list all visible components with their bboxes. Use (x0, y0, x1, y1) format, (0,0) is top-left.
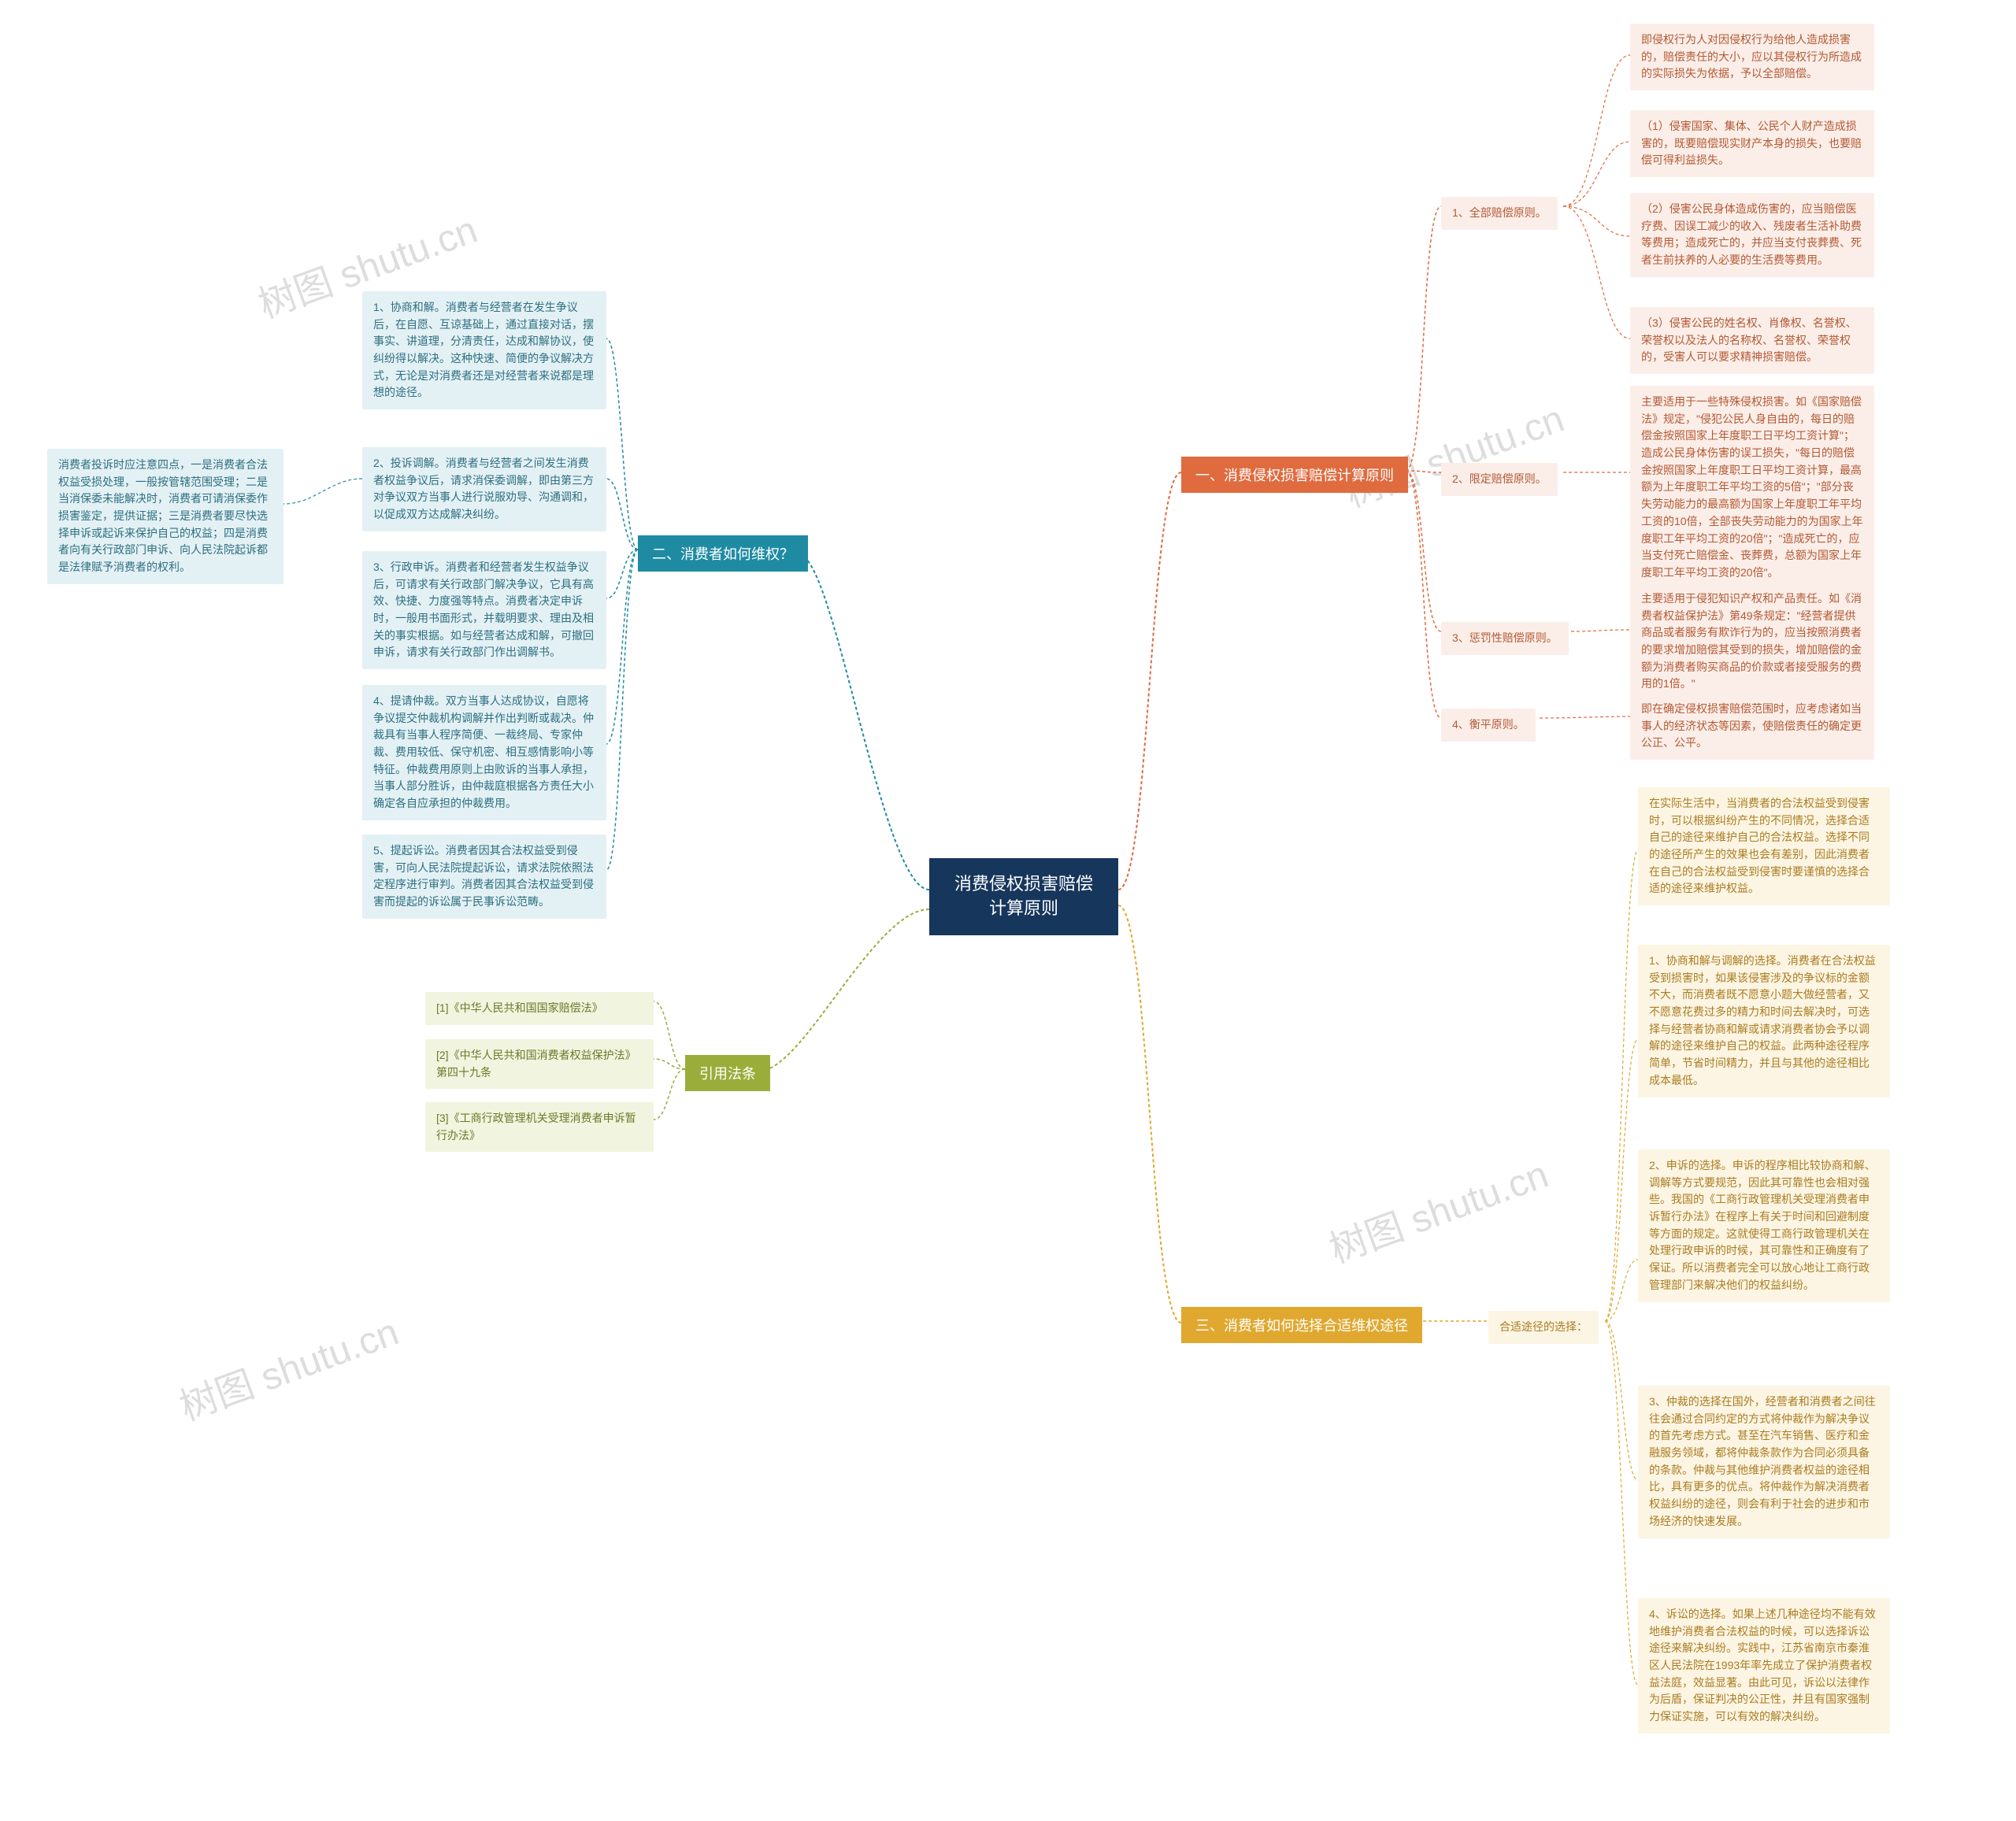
ref-item: [2]《中华人民共和国消费者权益保护法》第四十九条 (425, 1039, 654, 1089)
s3-child: 3、仲裁的选择在国外，经营者和消费者之间往往会通过合同约定的方式将仲裁作为解决争… (1638, 1386, 1890, 1538)
watermark: 树图 shutu.cn (1336, 387, 1570, 517)
s1-item3-label: 3、惩罚性赔偿原则。 (1441, 622, 1569, 655)
s1-1-child: （3）侵害公民的姓名权、肖像权、名誉权、荣誉权以及法人的名称权、名誉权、荣誉权的… (1630, 307, 1874, 374)
s3-child: 1、协商和解与调解的选择。消费者在合法权益受到损害时，如果该侵害涉及的争议标的金… (1638, 945, 1890, 1097)
watermark: 树图 shutu.cn (1321, 1143, 1555, 1273)
s1-1-child: （2）侵害公民身体造成伤害的，应当赔偿医疗费、因误工减少的收入、残废者生活补助费… (1630, 193, 1874, 277)
ref-item: [3]《工商行政管理机关受理消费者申诉暂行办法》 (425, 1102, 654, 1152)
s3-child: 2、申诉的选择。申诉的程序相比较协商和解、调解等方式要规范，因此其可靠性也会相对… (1638, 1149, 1890, 1302)
center-node: 消费侵权损害赔偿计算原则 (929, 858, 1118, 935)
section-1-label: 一、消费侵权损害赔偿计算原则 (1181, 457, 1408, 493)
section-2-label: 二、消费者如何维权？ (638, 535, 808, 572)
s2-item: 4、提请仲裁。双方当事人达成协议，自愿将争议提交仲裁机构调解并作出判断或裁决。仲… (362, 685, 606, 820)
s1-3-child: 主要适用于侵犯知识产权和产品责任。如《消费者权益保护法》第49条规定："经营者提… (1630, 583, 1874, 701)
ref-label: 引用法条 (685, 1055, 770, 1091)
s1-4-child: 即在确定侵权损害赔偿范围时，应考虑诸如当事人的经济状态等因素，使赔偿责任的确定更… (1630, 693, 1874, 760)
s1-item4-label: 4、衡平原则。 (1441, 709, 1536, 742)
s2-item: 3、行政申诉。消费者和经营者发生权益争议后，可请求有关行政部门解决争议，它具有高… (362, 551, 606, 669)
s3-mid-label: 合适途径的选择： (1488, 1311, 1599, 1344)
s1-1-child: 即侵权行为人对因侵权行为给他人造成损害的，赔偿责任的大小，应以其侵权行为所造成的… (1630, 24, 1874, 91)
section-3-label: 三、消费者如何选择合适维权途径 (1181, 1307, 1422, 1343)
ref-item: [1]《中华人民共和国国家赔偿法》 (425, 992, 654, 1025)
s3-child: 在实际生活中，当消费者的合法权益受到侵害时，可以根据纠纷产生的不同情况，选择合适… (1638, 787, 1890, 905)
s2-item: 1、协商和解。消费者与经营者在发生争议后，在自愿、互谅基础上，通过直接对话，摆事… (362, 291, 606, 409)
s2-extra-note: 消费者投诉时应注意四点，一是消费者合法权益受损处理，一般按管辖范围受理；二是当消… (47, 449, 284, 584)
s1-2-child: 主要适用于一些特殊侵权损害。如《国家赔偿法》规定，"侵犯公民人身自由的，每日的赔… (1630, 386, 1874, 590)
watermark: 树图 shutu.cn (171, 1301, 405, 1431)
s2-item: 5、提起诉讼。消费者因其合法权益受到侵害，可向人民法院提起诉讼，请求法院依照法定… (362, 835, 606, 919)
s1-1-child: （1）侵害国家、集体、公民个人财产造成损害的，既要赔偿现实财产本身的损失，也要赔… (1630, 110, 1874, 177)
s1-item2-label: 2、限定赔偿原则。 (1441, 463, 1558, 496)
s1-item1-label: 1、全部赔偿原则。 (1441, 197, 1558, 230)
s3-child: 4、诉讼的选择。如果上述几种途径均不能有效地维护消费者合法权益的时候，可以选择诉… (1638, 1598, 1890, 1734)
s2-item: 2、投诉调解。消费者与经营者之间发生消费者权益争议后，请求消保委调解，即由第三方… (362, 447, 606, 531)
